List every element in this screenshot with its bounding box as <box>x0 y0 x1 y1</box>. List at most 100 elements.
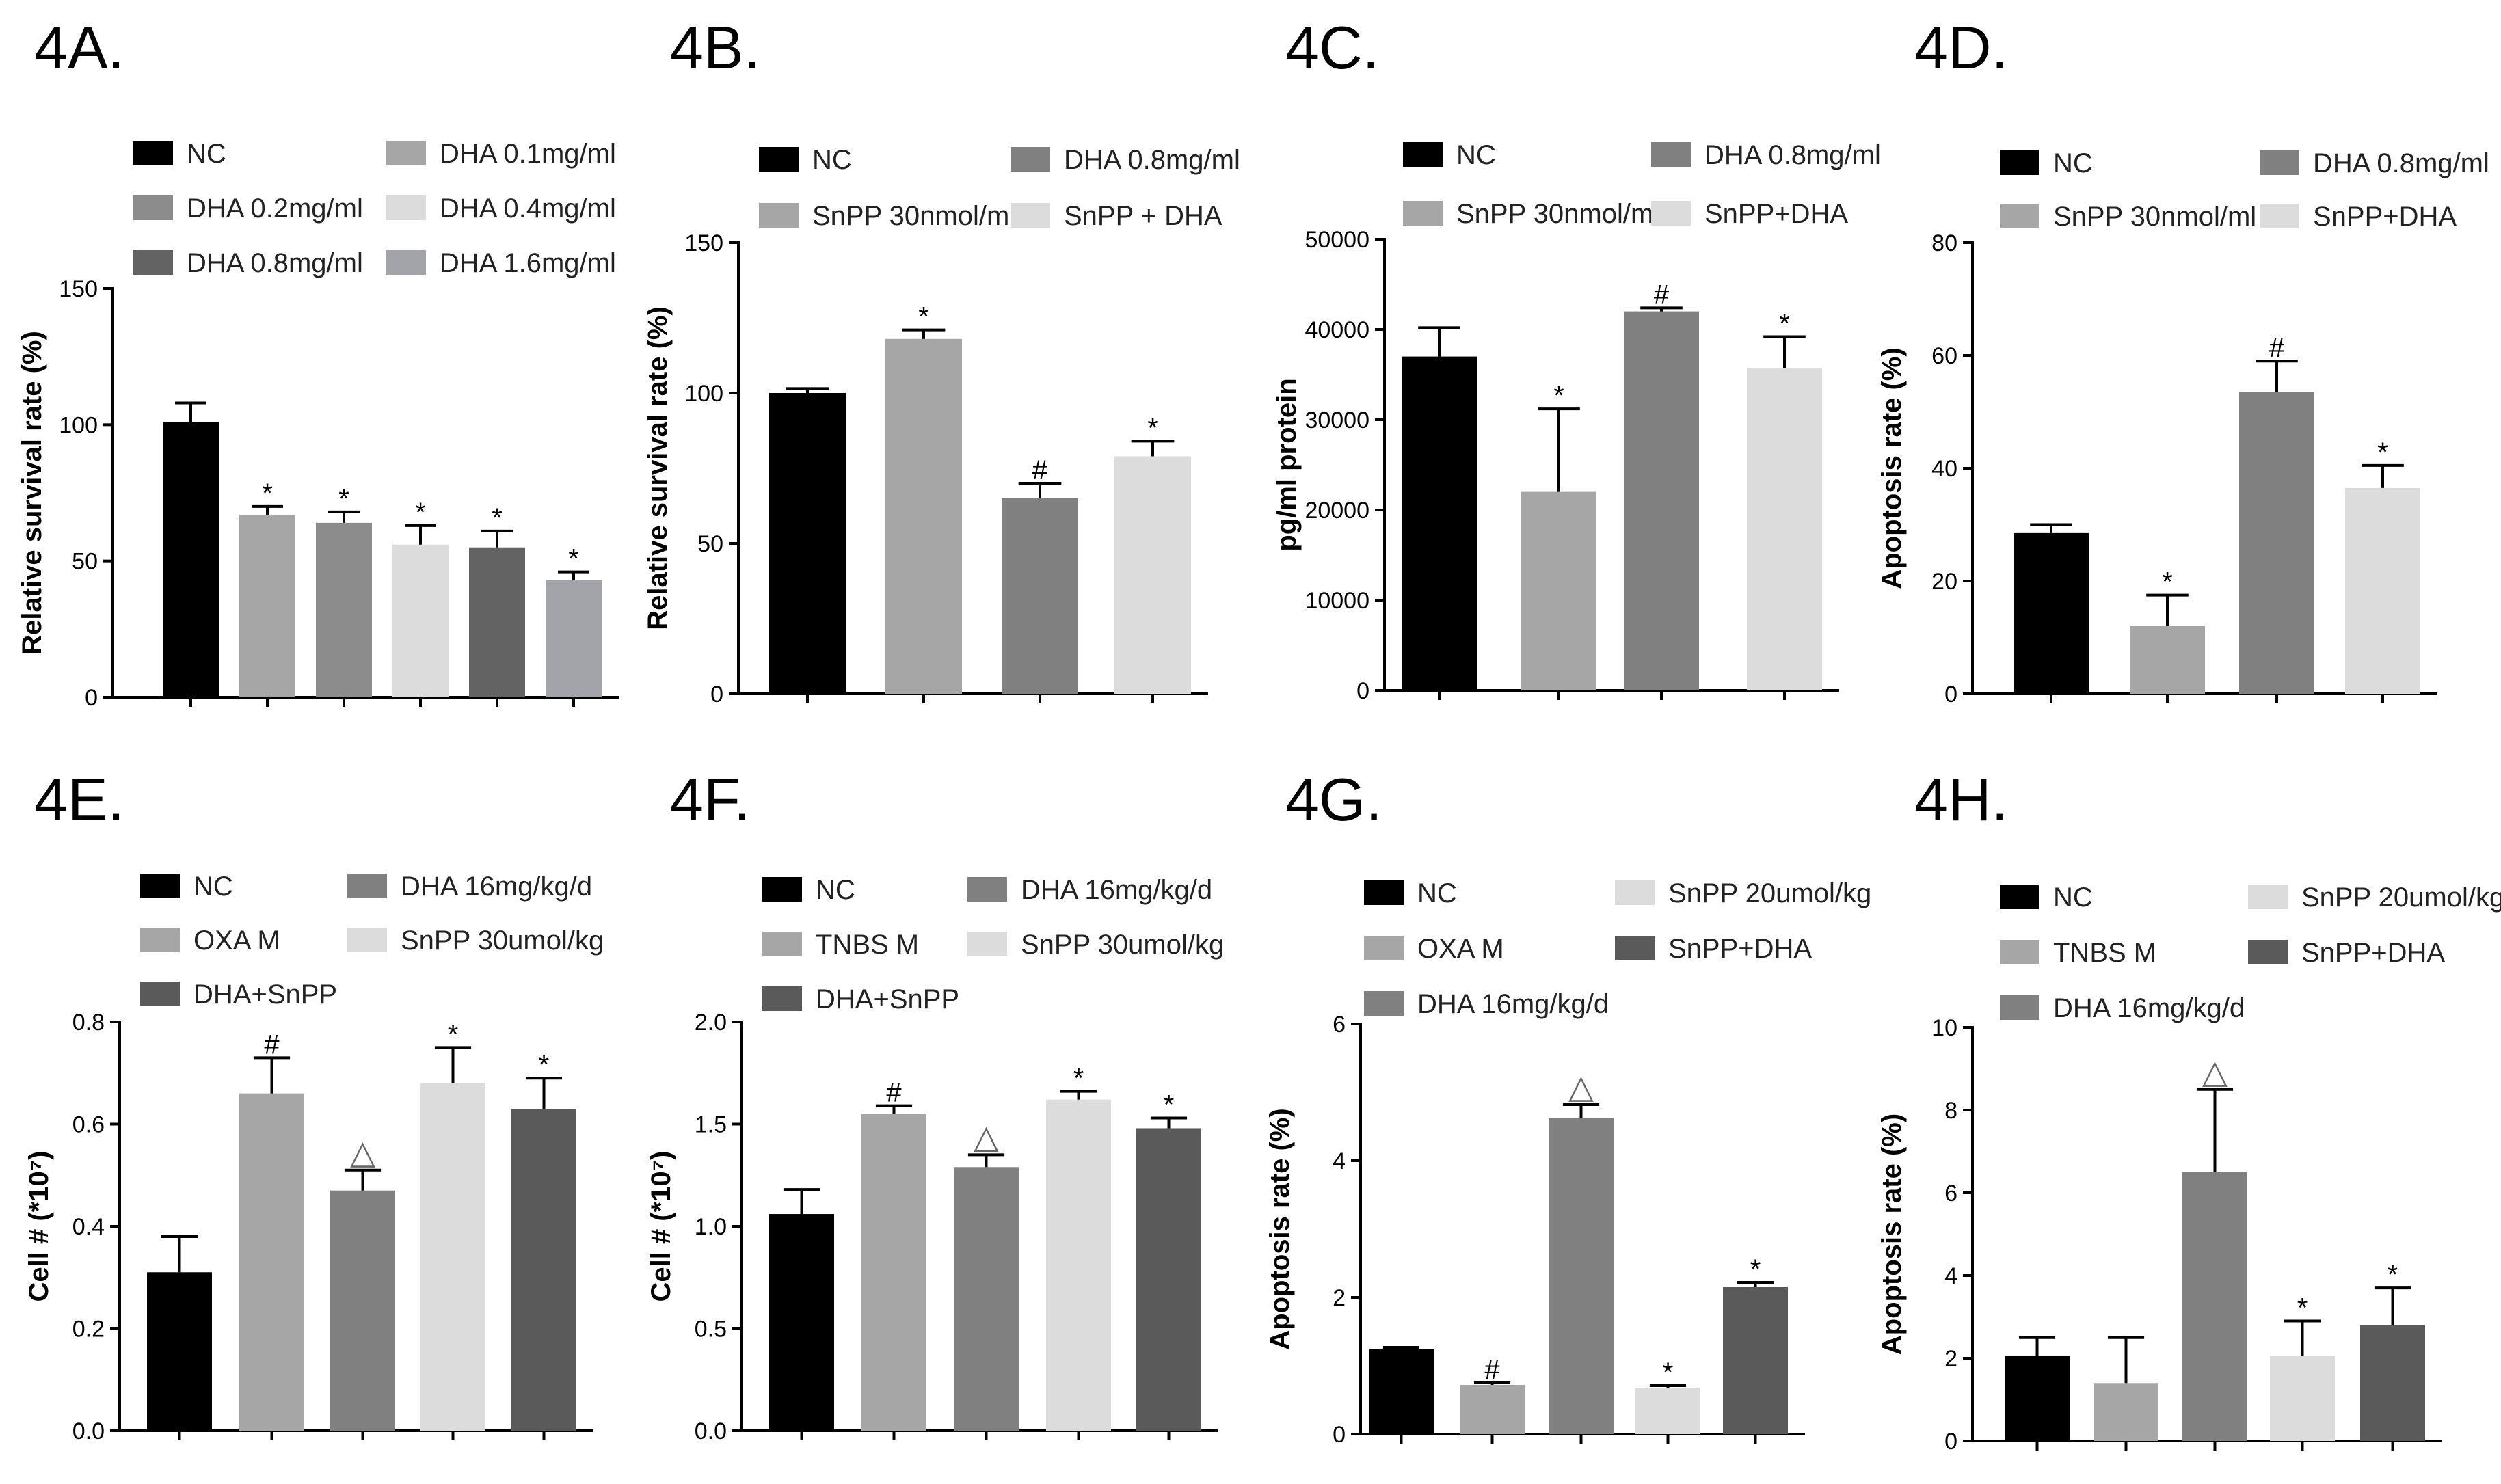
bar <box>1114 456 1191 694</box>
significance-mark: * <box>539 1050 550 1080</box>
bar <box>2239 392 2314 694</box>
legend-swatch <box>2260 204 2299 228</box>
significance-mark: * <box>2388 1260 2398 1290</box>
y-tick-label: 8 <box>1944 1098 1957 1124</box>
panel-5: 4F. NC DHA 16mg/kg/d TNBS M SnPP 30umol/kg DH… <box>646 766 1224 1444</box>
panel-4: 4E. NC DHA 16mg/kg/d OXA M SnPP 30umol/kg DHA… <box>24 766 604 1444</box>
bar <box>885 338 962 694</box>
legend-swatch <box>347 874 387 898</box>
significance-mark: △ <box>350 1135 375 1171</box>
y-tick-label: 0.0 <box>695 1418 727 1444</box>
y-tick-label: 1.5 <box>695 1112 727 1138</box>
y-tick-label: 4 <box>1333 1148 1346 1174</box>
y-tick-label: 50 <box>72 549 98 575</box>
legend-swatch <box>762 877 802 902</box>
bar <box>546 580 602 697</box>
bar <box>1635 1388 1700 1434</box>
bar <box>1460 1385 1525 1434</box>
significance-mark: * <box>1779 309 1790 339</box>
bar <box>316 522 372 697</box>
legend-label: DHA 16mg/kg/d <box>1021 875 1212 905</box>
legend-label: NC <box>816 875 855 905</box>
significance-mark: # <box>1032 455 1048 485</box>
legend-swatch <box>133 141 173 165</box>
bar <box>1136 1128 1201 1431</box>
y-tick-label: 30000 <box>1305 407 1369 433</box>
y-tick-label: 60 <box>1931 343 1957 369</box>
panel-2: 4C. NC DHA 0.8mg/ml SnPP 30nmol/ml SnPP+DHA 0… <box>1272 14 1881 704</box>
legend-swatch <box>386 195 426 220</box>
y-tick-label: 0.5 <box>695 1317 727 1343</box>
legend-label: TNBS M <box>2053 938 2156 968</box>
legend-swatch <box>967 877 1007 902</box>
legend-label: NC <box>1417 878 1457 908</box>
legend-swatch <box>2000 204 2039 228</box>
significance-mark: # <box>1484 1355 1500 1385</box>
panel-label: 4H. <box>1914 766 2008 833</box>
significance-mark: * <box>568 544 579 574</box>
legend-swatch <box>967 932 1007 956</box>
significance-mark: # <box>2269 333 2285 363</box>
y-tick-label: 80 <box>1931 230 1957 256</box>
legend-swatch <box>1615 880 1655 905</box>
bar <box>1046 1099 1111 1431</box>
y-tick-label: 0.8 <box>72 1010 105 1036</box>
y-tick-label: 10000 <box>1305 588 1369 614</box>
y-tick-label: 6 <box>1333 1012 1346 1038</box>
panel-7: 4H. NC SnPP 20umol/kg TNBS M SnPP+DHA DHA 16m… <box>1877 766 2501 1455</box>
bar <box>1369 1349 1434 1434</box>
legend-label: SnPP 20umol/kg <box>2301 882 2501 913</box>
bar <box>1002 498 1078 694</box>
y-tick-label: 20 <box>1931 569 1957 595</box>
panel-1: 4B. NC DHA 0.8mg/ml SnPP 30nmol/ml SnPP + DH… <box>643 14 1240 707</box>
legend-swatch <box>1651 201 1691 226</box>
legend-label: DHA+SnPP <box>193 980 337 1010</box>
y-axis-label: Apoptosis rate (%) <box>1877 347 1907 589</box>
legend-label: SnPP+DHA <box>1668 934 1812 964</box>
y-tick-label: 0 <box>1944 682 1957 707</box>
y-tick-label: 2 <box>1944 1346 1957 1372</box>
significance-mark: * <box>448 1019 459 1049</box>
y-tick-label: 0 <box>1333 1422 1346 1448</box>
bar <box>2360 1325 2425 1441</box>
y-tick-label: 0 <box>1356 678 1369 704</box>
y-tick-label: 0.6 <box>72 1112 105 1138</box>
panel-label: 4B. <box>670 14 760 81</box>
significance-mark: * <box>2297 1293 2308 1323</box>
y-axis-label: Apoptosis rate (%) <box>1265 1108 1295 1349</box>
legend-label: DHA 1.6mg/ml <box>440 248 616 278</box>
legend-swatch <box>1364 991 1404 1016</box>
legend-label: SnPP 30umol/kg <box>401 926 604 956</box>
significance-mark: △ <box>1568 1069 1594 1105</box>
significance-mark: △ <box>974 1119 999 1155</box>
bar <box>511 1109 576 1431</box>
legend-label: DHA 16mg/kg/d <box>401 872 592 902</box>
legend-swatch <box>2000 995 2039 1020</box>
y-axis-label: Cell # (*10⁷) <box>24 1150 54 1301</box>
legend-swatch <box>759 203 799 228</box>
y-tick-label: 0 <box>85 685 98 711</box>
significance-mark: * <box>1553 381 1564 411</box>
legend-swatch <box>1615 936 1655 960</box>
legend-swatch <box>386 141 426 165</box>
legend-label: DHA 0.8mg/ml <box>187 248 363 278</box>
significance-mark: # <box>1654 280 1670 310</box>
legend-label: DHA 0.2mg/ml <box>187 193 363 224</box>
legend-label: DHA 0.1mg/ml <box>440 139 616 169</box>
panel-label: 4C. <box>1285 14 1379 81</box>
legend-swatch <box>140 874 180 898</box>
legend-label: SnPP 20umol/kg <box>1668 878 1871 908</box>
legend-swatch <box>2000 940 2039 964</box>
y-tick-label: 50 <box>697 531 723 557</box>
legend-label: DHA 0.8mg/ml <box>1064 145 1240 175</box>
bar <box>239 514 295 697</box>
legend-swatch <box>2260 150 2299 175</box>
panel-3: 4D. NC DHA 0.8mg/ml SnPP 30nmol/ml SnPP+DHA 0… <box>1877 14 2489 707</box>
legend-swatch <box>2248 940 2288 964</box>
y-tick-label: 50000 <box>1305 227 1369 253</box>
significance-mark: * <box>262 478 273 509</box>
legend-label: DHA 16mg/kg/d <box>1417 989 1609 1019</box>
significance-mark: * <box>2162 567 2173 597</box>
legend-label: SnPP+DHA <box>2313 202 2457 232</box>
bar <box>1747 368 1822 690</box>
